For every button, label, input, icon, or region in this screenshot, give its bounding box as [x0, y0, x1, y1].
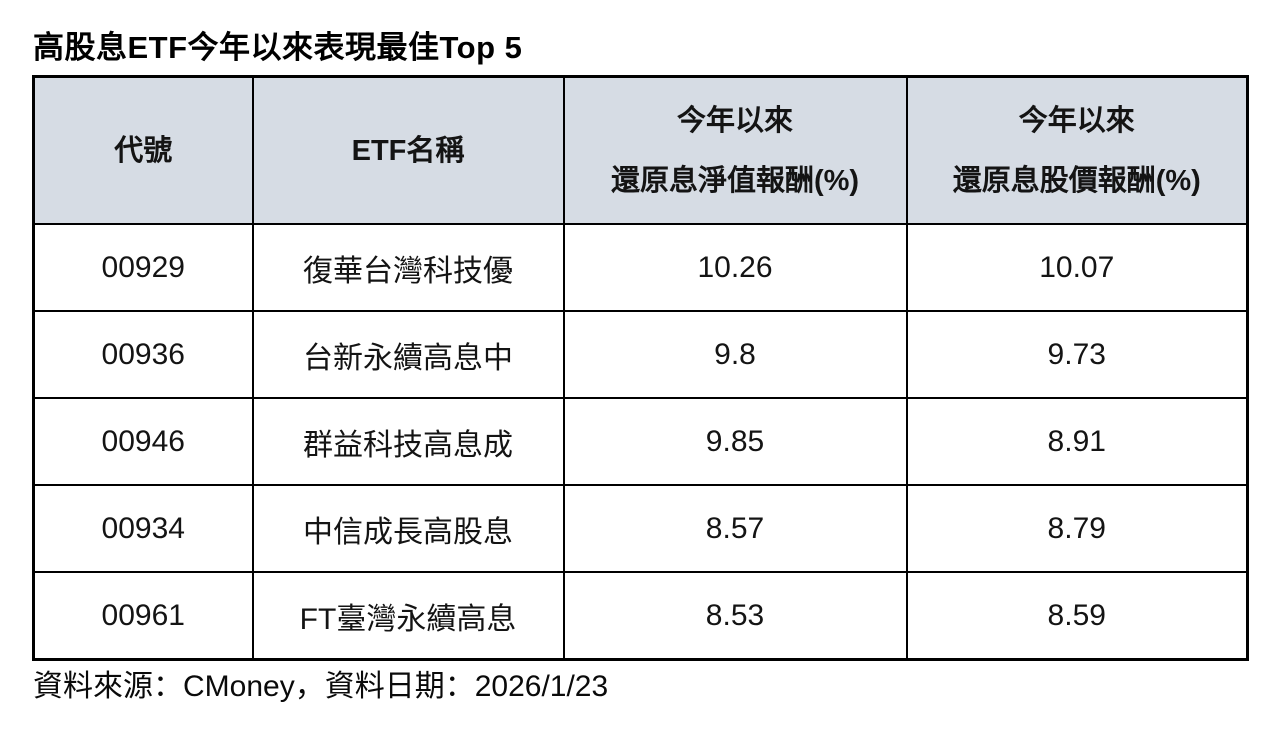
price-return-cell: 8.91: [905, 397, 1249, 486]
table-row: 00961 FT臺灣永續高息 8.53 8.59: [32, 571, 1249, 661]
table-row: 00929 復華台灣科技優 10.26 10.07: [32, 223, 1249, 312]
nav-return-cell: 8.57: [562, 484, 908, 573]
nav-return-cell: 8.53: [562, 571, 908, 661]
etf-code-cell: 00961: [32, 571, 254, 661]
col-header-code: 代號: [32, 75, 254, 225]
col-header-nav-return: 今年以來 還原息淨值報酬(%): [562, 75, 908, 225]
etf-code-cell: 00934: [32, 484, 254, 573]
table-header: 代號 ETF名稱 今年以來 還原息淨值報酬(%) 今年以來 還原息股價報酬(%): [32, 75, 1249, 225]
etf-name-cell: 群益科技高息成: [251, 397, 565, 486]
col-header-price-return: 今年以來 還原息股價報酬(%): [905, 75, 1249, 225]
table-row: 00936 台新永續高息中 9.8 9.73: [32, 310, 1249, 399]
col-header-code-label: 代號: [114, 134, 173, 167]
nav-return-cell: 9.8: [562, 310, 908, 399]
etf-table: 代號 ETF名稱 今年以來 還原息淨值報酬(%) 今年以來 還原息股價報酬(%)…: [32, 75, 1249, 661]
etf-code-cell: 00929: [32, 223, 254, 312]
nav-return-cell: 9.85: [562, 397, 908, 486]
price-return-cell: 8.59: [905, 571, 1249, 661]
etf-code-cell: 00936: [32, 310, 254, 399]
col-header-price-return-line1: 今年以來: [1018, 104, 1135, 137]
figure-title: 高股息ETF今年以來表現最佳Top 5: [33, 30, 523, 65]
table-body: 00929 復華台灣科技優 10.26 10.07 00936 台新永續高息中 …: [32, 223, 1249, 661]
col-header-price-return-line2: 還原息股價報酬(%): [952, 164, 1201, 197]
nav-return-cell: 10.26: [562, 223, 908, 312]
col-header-name-label: ETF名稱: [351, 134, 465, 167]
price-return-cell: 9.73: [905, 310, 1249, 399]
col-header-nav-return-line1: 今年以來: [676, 104, 793, 137]
etf-name-cell: 中信成長高股息: [251, 484, 565, 573]
etf-name-cell: FT臺灣永續高息: [251, 571, 565, 661]
header-row: 代號 ETF名稱 今年以來 還原息淨值報酬(%) 今年以來 還原息股價報酬(%): [32, 75, 1249, 225]
etf-name-cell: 台新永續高息中: [251, 310, 565, 399]
col-header-name: ETF名稱: [251, 75, 565, 225]
col-header-nav-return-line2: 還原息淨值報酬(%): [610, 164, 860, 197]
table-row: 00946 群益科技高息成 9.85 8.91: [32, 397, 1249, 486]
price-return-cell: 10.07: [905, 223, 1249, 312]
price-return-cell: 8.79: [905, 484, 1249, 573]
etf-code-cell: 00946: [32, 397, 254, 486]
table-row: 00934 中信成長高股息 8.57 8.79: [32, 484, 1249, 573]
etf-name-cell: 復華台灣科技優: [251, 223, 565, 312]
source-note: 資料來源：CMoney，資料日期：2026/1/23: [33, 670, 609, 703]
